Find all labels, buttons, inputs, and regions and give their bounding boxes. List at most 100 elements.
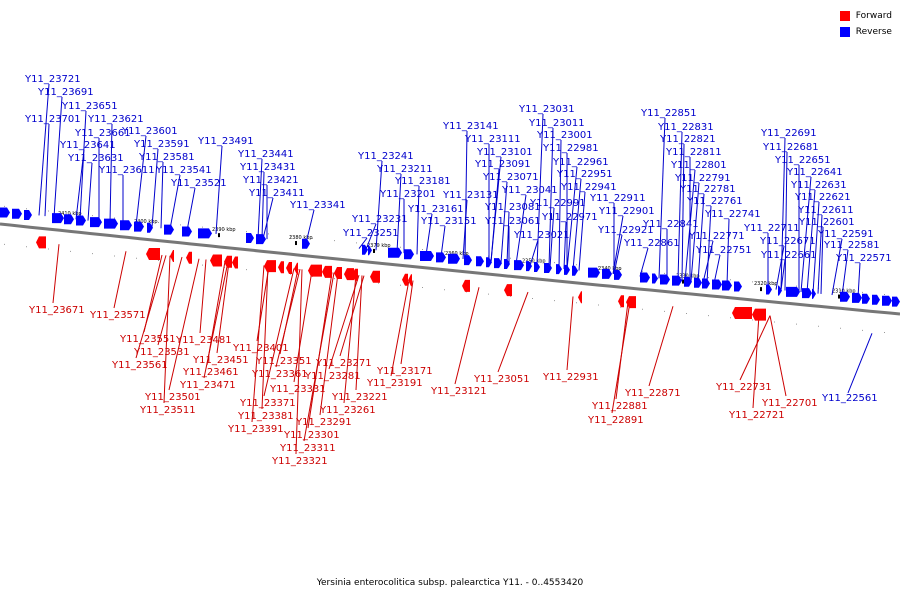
leader-line	[462, 199, 468, 260]
leader-line	[529, 239, 539, 266]
tick-label: 2340 kbp	[598, 266, 622, 272]
gene-label-reverse: Y11_22741	[704, 209, 761, 220]
gene-arrow-reverse	[734, 281, 742, 292]
leader-line	[169, 174, 181, 230]
gene-arrow-reverse	[147, 222, 153, 233]
gene-label-reverse: Y11_22671	[759, 236, 816, 247]
leader-line	[612, 215, 624, 274]
gene-label-reverse: Y11_23691	[37, 87, 94, 98]
gene-arrow-reverse	[464, 255, 472, 266]
leader-line	[163, 255, 171, 404]
gene-labels: Y11_23721 Y11_23691 Y11_23651 Y11_23701 Y11_…	[24, 74, 892, 467]
gene-label-reverse: Y11_22801	[670, 160, 727, 171]
leader-line	[151, 148, 159, 228]
gene-label-reverse: Y11_22831	[657, 122, 714, 133]
leader-line	[262, 197, 274, 239]
gene-arrow-forward	[232, 256, 238, 269]
gene-label-reverse: Y11_22791	[674, 173, 731, 184]
gene-label-reverse: Y11_22771	[688, 231, 745, 242]
gene-label-reverse: Y11_23071	[482, 172, 539, 183]
leader-line	[53, 96, 63, 218]
leader-line	[168, 258, 200, 391]
leader-line	[817, 214, 823, 294]
leader-line	[425, 213, 433, 256]
gene-label-forward: Y11_23381	[237, 411, 294, 422]
leader-line	[706, 205, 712, 284]
gene-label-reverse: Y11_23101	[476, 147, 533, 158]
gene-label-reverse: Y11_22561	[821, 393, 878, 404]
gene-label-forward: Y11_23291	[295, 417, 352, 428]
gene-arrow-reverse	[182, 226, 192, 237]
gene-arrow-reverse	[436, 252, 446, 263]
gene-label-reverse: Y11_23601	[121, 126, 178, 137]
leader-line	[536, 113, 544, 267]
gene-arrow-reverse	[722, 280, 732, 291]
leader-line	[548, 127, 554, 268]
tick-label: 2400 kbp	[134, 219, 158, 225]
leader-line	[215, 145, 223, 234]
leader-line	[157, 256, 183, 346]
leader-line	[52, 244, 60, 304]
gene-arrow-reverse	[52, 213, 64, 224]
leader-line	[416, 185, 420, 255]
gene-arrow-forward	[210, 254, 222, 267]
gene-label-reverse: Y11_22591	[817, 229, 874, 240]
gene-arrow-reverse	[476, 256, 484, 267]
gene-label-reverse: Y11_22761	[686, 196, 743, 207]
gene-arrow-reverse	[802, 288, 812, 299]
gene-label-reverse: Y11_23161	[407, 204, 464, 215]
gene-arrow-reverse	[640, 272, 650, 283]
gene-label-forward: Y11_23371	[239, 398, 296, 409]
gene-label-reverse: Y11_22651	[774, 155, 831, 166]
gene-label-reverse: Y11_23111	[464, 134, 521, 145]
leader-line	[355, 275, 363, 391]
leader-line	[506, 211, 510, 264]
gene-label-forward: Y11_23501	[144, 392, 201, 403]
gene-label-forward: Y11_23171	[376, 366, 433, 377]
gene-label-forward: Y11_23311	[279, 443, 336, 454]
gene-label-reverse: Y11_22921	[597, 225, 654, 236]
gene-label-forward: Y11_23481	[175, 335, 232, 346]
gene-arrow-reverse	[614, 269, 622, 280]
leader-line	[566, 296, 574, 371]
gene-label-reverse: Y11_23241	[357, 151, 414, 162]
gene-arrow-reverse	[564, 264, 570, 275]
gene-arrow-reverse	[588, 267, 600, 278]
leader-line	[784, 151, 788, 291]
genome-axis	[0, 205, 900, 333]
gene-label-reverse: Y11_23211	[376, 164, 433, 175]
leader-line	[199, 259, 207, 334]
gene-arrow-reverse	[544, 263, 552, 274]
gene-arrow-reverse	[786, 286, 800, 297]
forward-swatch	[839, 11, 850, 21]
leader-line	[454, 287, 480, 385]
gene-arrow-reverse	[0, 207, 10, 218]
gene-label-reverse: Y11_23651	[61, 101, 118, 112]
tick-label: 2330 kbp	[676, 274, 700, 280]
leader-line	[806, 189, 816, 293]
gene-arrow-reverse	[104, 218, 118, 229]
gene-arrow-forward	[186, 251, 192, 264]
gene-arrow-forward	[578, 291, 582, 304]
gene-arrow-reverse	[684, 276, 692, 287]
gene-arrow-reverse	[514, 260, 524, 271]
legend-forward-label: Forward	[855, 11, 892, 21]
gene-arrow-reverse	[872, 294, 880, 305]
leader-line	[186, 187, 196, 232]
legend-reverse: Reverse	[839, 24, 892, 40]
leader-line	[113, 251, 127, 309]
leader-line	[611, 302, 631, 414]
gene-arrow-reverse	[602, 268, 612, 279]
leader-line	[572, 178, 582, 270]
leader-line	[681, 143, 685, 281]
gene-arrow-forward	[278, 261, 284, 274]
gene-arrow-reverse	[256, 234, 266, 245]
gene-arrow-reverse	[362, 244, 368, 255]
leader-line	[515, 194, 527, 265]
gene-label-reverse: Y11_23581	[138, 152, 195, 163]
gene-label-reverse: Y11_23701	[24, 114, 81, 125]
gene-label-reverse: Y11_23411	[248, 188, 305, 199]
gene-features	[0, 207, 900, 321]
leader-line	[490, 168, 500, 262]
